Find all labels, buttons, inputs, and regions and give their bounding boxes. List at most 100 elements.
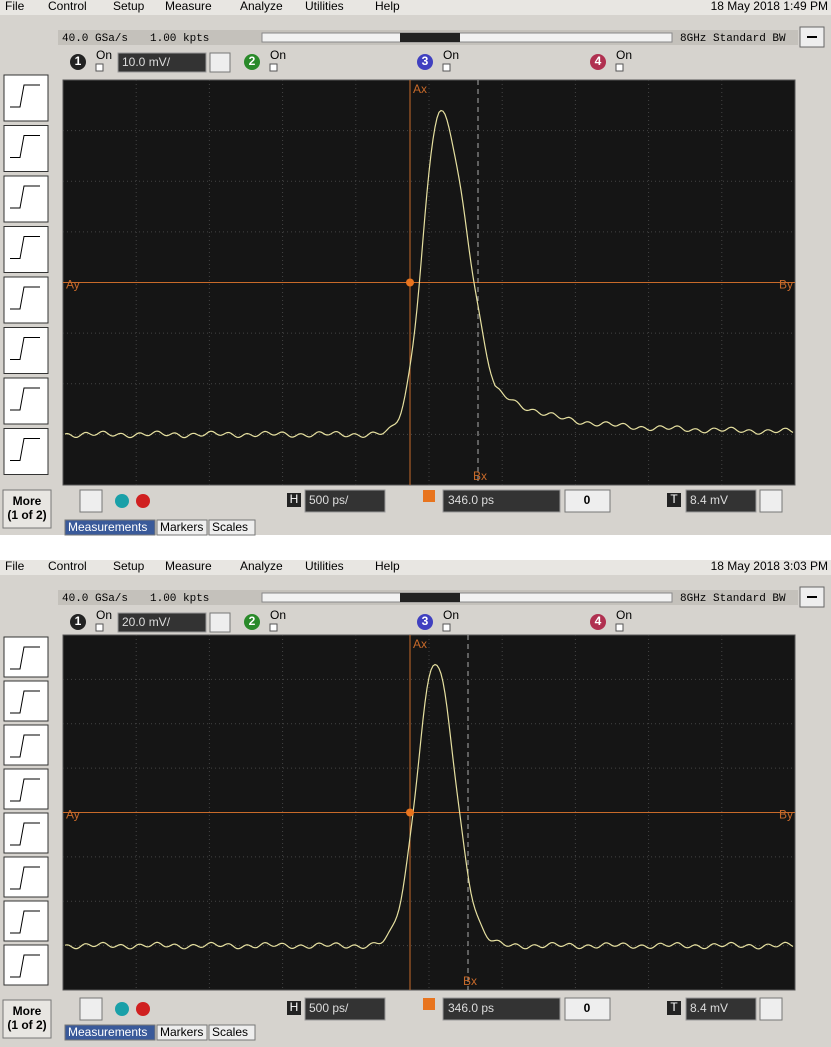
menu-item[interactable]: Control bbox=[48, 559, 87, 573]
icon-glyph bbox=[10, 84, 40, 108]
marker-point bbox=[406, 278, 414, 287]
nav-value: 0 bbox=[584, 1001, 591, 1015]
control-button[interactable] bbox=[79, 997, 103, 1021]
timebase-box[interactable] bbox=[304, 489, 386, 513]
menu-item[interactable]: File bbox=[5, 559, 25, 573]
channel-badge[interactable] bbox=[590, 54, 606, 70]
sample-rate: 40.0 GSa/s bbox=[62, 593, 128, 605]
menu-item[interactable]: Utilities bbox=[305, 0, 344, 13]
channel-state: On bbox=[616, 608, 632, 622]
trigger-icon[interactable] bbox=[3, 856, 49, 898]
stop-button[interactable] bbox=[136, 1002, 150, 1016]
trigger-icon[interactable] bbox=[3, 125, 49, 172]
scale-box[interactable] bbox=[117, 612, 207, 633]
overview-bar bbox=[261, 32, 673, 43]
channel-checkbox[interactable] bbox=[95, 623, 104, 632]
tab[interactable] bbox=[156, 519, 208, 536]
trigger-icon[interactable] bbox=[3, 74, 49, 122]
h-label: H bbox=[290, 1000, 299, 1014]
channel-checkbox[interactable] bbox=[269, 623, 278, 632]
stop-button[interactable] bbox=[136, 494, 150, 508]
trigger-box[interactable] bbox=[685, 489, 757, 513]
channel-badge[interactable] bbox=[70, 614, 86, 630]
tab[interactable] bbox=[156, 1024, 208, 1041]
channel-badge[interactable] bbox=[244, 614, 260, 630]
channel-badge[interactable] bbox=[70, 54, 86, 70]
tab-label: Markers bbox=[160, 520, 203, 534]
tab[interactable] bbox=[208, 1024, 256, 1041]
delay-box[interactable] bbox=[442, 489, 561, 513]
channel-checkbox[interactable] bbox=[442, 63, 451, 72]
trigger-icon[interactable] bbox=[3, 812, 49, 854]
h-label: H bbox=[290, 492, 299, 506]
updown[interactable] bbox=[759, 997, 783, 1021]
nav-box[interactable] bbox=[564, 997, 611, 1021]
channel-checkbox[interactable] bbox=[269, 63, 278, 72]
more-page: (1 of 2) bbox=[7, 508, 46, 522]
channel-badge[interactable] bbox=[417, 54, 433, 70]
tab[interactable] bbox=[208, 519, 256, 536]
menu-item[interactable]: Help bbox=[375, 0, 400, 13]
run-button[interactable] bbox=[115, 494, 129, 508]
trigger-icon[interactable] bbox=[3, 680, 49, 722]
trigger-icon[interactable] bbox=[3, 428, 49, 475]
channel-state: On bbox=[96, 608, 112, 622]
marker-label: Bx bbox=[473, 469, 487, 483]
trigger-icon[interactable] bbox=[3, 276, 49, 324]
channel-checkbox[interactable] bbox=[615, 63, 624, 72]
menu-item[interactable]: Measure bbox=[165, 559, 212, 573]
more-button[interactable] bbox=[2, 999, 52, 1039]
coupling-button[interactable] bbox=[209, 612, 231, 633]
trigger-icon[interactable] bbox=[3, 636, 49, 678]
channel-checkbox[interactable] bbox=[615, 623, 624, 632]
coupling-button[interactable] bbox=[209, 52, 231, 73]
menu-item[interactable]: Help bbox=[375, 559, 400, 573]
channel-badge[interactable] bbox=[244, 54, 260, 70]
menu-item[interactable]: Setup bbox=[113, 0, 145, 13]
channel-badge[interactable] bbox=[590, 614, 606, 630]
channel-checkbox[interactable] bbox=[442, 623, 451, 632]
menu-item[interactable]: Measure bbox=[165, 0, 212, 13]
menu-item[interactable]: Analyze bbox=[240, 559, 283, 573]
menu-item[interactable]: Control bbox=[48, 0, 87, 13]
icon-glyph bbox=[10, 778, 40, 802]
tab[interactable] bbox=[64, 519, 156, 536]
delay-box[interactable] bbox=[442, 997, 561, 1021]
menu-item[interactable]: File bbox=[5, 0, 25, 13]
trigger-icon[interactable] bbox=[3, 944, 49, 986]
trigger-icon[interactable] bbox=[3, 768, 49, 810]
channel-number: 4 bbox=[595, 54, 602, 68]
run-button[interactable] bbox=[115, 1002, 129, 1016]
channel-badge[interactable] bbox=[417, 614, 433, 630]
trigger-icon[interactable] bbox=[3, 377, 49, 425]
tab-label: Measurements bbox=[68, 520, 147, 534]
datetime: 18 May 2018 1:49 PM bbox=[711, 0, 828, 13]
timebase: 500 ps/ bbox=[309, 1001, 349, 1015]
trigger-icon[interactable] bbox=[3, 327, 49, 374]
menu-item[interactable]: Analyze bbox=[240, 0, 283, 13]
nav-box[interactable] bbox=[564, 489, 611, 513]
bandwidth: 8GHz Standard BW bbox=[680, 593, 786, 605]
more-button[interactable] bbox=[2, 489, 52, 529]
bandwidth: 8GHz Standard BW bbox=[680, 33, 786, 45]
menu-item[interactable]: Utilities bbox=[305, 559, 344, 573]
trigger-box[interactable] bbox=[685, 997, 757, 1021]
trigger-icon[interactable] bbox=[3, 175, 49, 223]
overview-window bbox=[400, 593, 460, 602]
trigger-icon[interactable] bbox=[3, 724, 49, 766]
channel-state: On bbox=[270, 608, 286, 622]
trigger-icon[interactable] bbox=[3, 226, 49, 273]
icon-glyph bbox=[10, 822, 40, 846]
icon-glyph bbox=[10, 286, 40, 310]
timebase-box[interactable] bbox=[304, 997, 386, 1021]
channel-checkbox[interactable] bbox=[95, 63, 104, 72]
scale-box[interactable] bbox=[117, 52, 207, 73]
control-button[interactable] bbox=[79, 489, 103, 513]
trigger-icon[interactable] bbox=[3, 900, 49, 942]
icon-glyph bbox=[10, 438, 40, 461]
channel-state: On bbox=[616, 48, 632, 62]
tab[interactable] bbox=[64, 1024, 156, 1041]
channel-number: 3 bbox=[422, 614, 429, 628]
menu-item[interactable]: Setup bbox=[113, 559, 145, 573]
updown[interactable] bbox=[759, 489, 783, 513]
